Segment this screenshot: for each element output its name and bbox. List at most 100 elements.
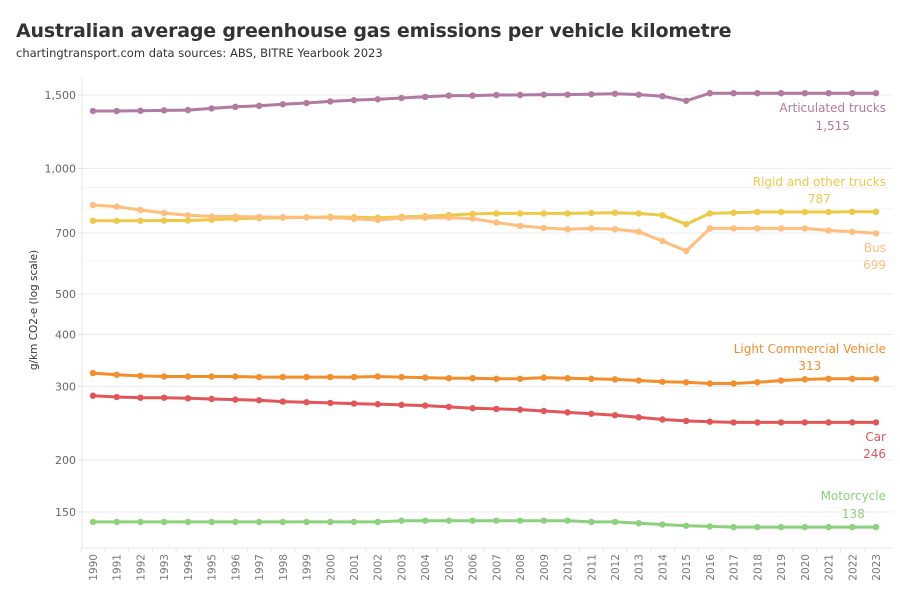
data-point[interactable] <box>801 225 809 232</box>
data-point[interactable] <box>777 419 785 426</box>
data-point[interactable] <box>635 520 642 527</box>
data-point[interactable] <box>303 373 310 381</box>
data-point[interactable] <box>872 523 880 531</box>
data-point[interactable] <box>113 518 120 526</box>
data-point[interactable] <box>849 419 856 426</box>
data-point[interactable] <box>445 92 453 99</box>
data-point[interactable] <box>754 208 761 216</box>
data-point[interactable] <box>801 376 809 383</box>
data-point[interactable] <box>327 399 334 407</box>
data-point[interactable] <box>516 517 524 524</box>
data-point[interactable] <box>730 380 737 387</box>
data-point[interactable] <box>754 419 761 426</box>
data-point[interactable] <box>564 91 571 98</box>
data-point[interactable] <box>493 405 500 413</box>
data-point[interactable] <box>327 214 334 221</box>
data-point[interactable] <box>849 375 856 382</box>
data-point[interactable] <box>872 89 880 97</box>
data-point[interactable] <box>445 375 453 382</box>
data-point[interactable] <box>398 517 405 524</box>
data-point[interactable] <box>801 419 809 426</box>
data-point[interactable] <box>421 93 429 101</box>
data-point[interactable] <box>493 210 500 217</box>
data-point[interactable] <box>825 89 832 97</box>
data-point[interactable] <box>825 523 832 531</box>
data-point[interactable] <box>801 523 809 531</box>
data-point[interactable] <box>374 401 381 408</box>
data-point[interactable] <box>303 518 310 526</box>
data-point[interactable] <box>777 208 785 216</box>
data-point[interactable] <box>706 523 714 530</box>
data-point[interactable] <box>777 225 785 232</box>
data-point[interactable] <box>682 522 690 529</box>
data-point[interactable] <box>611 518 619 526</box>
data-point[interactable] <box>160 107 168 114</box>
data-point[interactable] <box>137 206 144 214</box>
data-point[interactable] <box>493 517 500 524</box>
data-point[interactable] <box>754 379 761 386</box>
data-point[interactable] <box>635 91 642 98</box>
data-point[interactable] <box>232 213 239 220</box>
data-point[interactable] <box>113 217 120 224</box>
data-point[interactable] <box>279 373 287 381</box>
data-point[interactable] <box>730 419 737 426</box>
data-point[interactable] <box>611 411 619 419</box>
data-point[interactable] <box>849 208 856 216</box>
data-point[interactable] <box>350 215 358 223</box>
data-point[interactable] <box>421 402 429 409</box>
data-point[interactable] <box>469 215 476 222</box>
data-point[interactable] <box>635 228 642 235</box>
data-point[interactable] <box>611 225 619 233</box>
data-point[interactable] <box>564 517 571 524</box>
data-point[interactable] <box>682 220 690 228</box>
data-point[interactable] <box>849 228 856 235</box>
data-point[interactable] <box>374 216 381 224</box>
data-point[interactable] <box>540 91 548 98</box>
data-point[interactable] <box>279 101 287 108</box>
data-point[interactable] <box>825 208 832 216</box>
data-point[interactable] <box>493 91 500 99</box>
data-point[interactable] <box>730 209 737 216</box>
data-point[interactable] <box>184 212 192 219</box>
data-point[interactable] <box>754 89 761 97</box>
data-point[interactable] <box>303 213 310 221</box>
data-point[interactable] <box>469 210 476 218</box>
data-point[interactable] <box>516 406 524 413</box>
data-point[interactable] <box>659 416 666 423</box>
data-point[interactable] <box>255 373 263 381</box>
data-point[interactable] <box>255 518 263 526</box>
data-point[interactable] <box>659 378 666 385</box>
data-point[interactable] <box>849 523 856 531</box>
data-point[interactable] <box>540 407 548 415</box>
data-point[interactable] <box>255 102 263 110</box>
data-point[interactable] <box>184 373 192 380</box>
data-point[interactable] <box>659 237 666 245</box>
data-point[interactable] <box>208 213 215 220</box>
data-point[interactable] <box>469 517 476 524</box>
data-point[interactable] <box>588 375 595 382</box>
data-point[interactable] <box>469 405 476 412</box>
data-point[interactable] <box>659 521 666 528</box>
data-point[interactable] <box>350 400 358 407</box>
data-point[interactable] <box>160 394 168 401</box>
data-point[interactable] <box>635 210 642 217</box>
data-point[interactable] <box>279 213 287 221</box>
data-point[interactable] <box>611 90 619 97</box>
data-point[interactable] <box>327 518 334 526</box>
data-point[interactable] <box>137 217 144 224</box>
data-point[interactable] <box>754 225 761 232</box>
data-point[interactable] <box>825 419 832 426</box>
data-point[interactable] <box>682 379 690 386</box>
data-point[interactable] <box>540 224 548 232</box>
data-point[interactable] <box>872 230 880 237</box>
data-point[interactable] <box>137 107 144 114</box>
data-point[interactable] <box>706 418 714 425</box>
data-point[interactable] <box>730 89 737 97</box>
data-point[interactable] <box>564 210 571 217</box>
data-point[interactable] <box>137 394 144 401</box>
data-point[interactable] <box>493 375 500 382</box>
data-point[interactable] <box>303 99 310 107</box>
data-point[interactable] <box>89 201 97 209</box>
data-point[interactable] <box>89 392 97 399</box>
data-point[interactable] <box>588 518 595 526</box>
